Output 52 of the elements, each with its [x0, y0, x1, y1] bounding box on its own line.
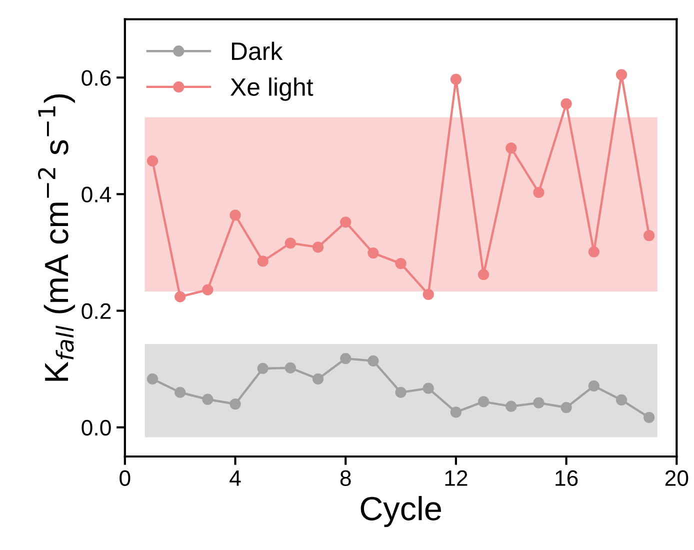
point: [257, 362, 268, 374]
point: [202, 284, 214, 296]
point: [422, 382, 434, 394]
x-tick-label: 4: [230, 470, 241, 486]
point: [533, 397, 544, 408]
point: [506, 142, 517, 154]
point: [340, 353, 352, 364]
point: [560, 98, 572, 110]
x-tick-label: 20: [665, 470, 688, 486]
point: [174, 386, 186, 398]
point: [506, 400, 517, 412]
point: [146, 373, 158, 385]
point: [230, 398, 241, 410]
x-axis-title: Cycle: [360, 496, 441, 528]
point: [202, 394, 214, 405]
point: [560, 402, 572, 414]
point: [478, 396, 490, 408]
y-axis-title: K$_{fall}$ (mA cm$^{−2}$ s$^{−1}$): [38, 94, 75, 381]
point: [257, 256, 268, 267]
y-tick-label: 0.0: [82, 420, 111, 436]
y-tick-label: 0.4: [82, 186, 112, 202]
point: [230, 210, 241, 221]
point: [146, 155, 158, 166]
y-tick-label: 0.2: [82, 303, 111, 320]
point: [395, 386, 406, 398]
point: [174, 291, 186, 302]
point: [616, 394, 628, 406]
point: [284, 362, 296, 374]
point: [478, 269, 490, 280]
x-tick-label: 8: [340, 470, 351, 486]
point: [312, 373, 324, 385]
point: [450, 74, 462, 85]
point: [616, 69, 628, 80]
point: [588, 246, 600, 258]
point: [312, 242, 324, 253]
y-tick-label: 0.6: [82, 70, 111, 86]
point: [644, 230, 655, 242]
point: [588, 380, 600, 392]
legend-label: Xe light: [230, 78, 314, 101]
point: [368, 355, 379, 366]
point: [450, 406, 462, 418]
point: [644, 412, 655, 423]
legend-label: Dark: [232, 42, 283, 60]
point: [422, 288, 434, 300]
point: [340, 216, 352, 228]
point: [284, 238, 296, 249]
point: [533, 186, 544, 198]
x-tick-label: 0: [120, 470, 130, 486]
x-tick-label: 16: [556, 470, 578, 486]
point: [395, 258, 406, 270]
point: [368, 247, 379, 259]
x-tick-label: 12: [445, 470, 468, 486]
